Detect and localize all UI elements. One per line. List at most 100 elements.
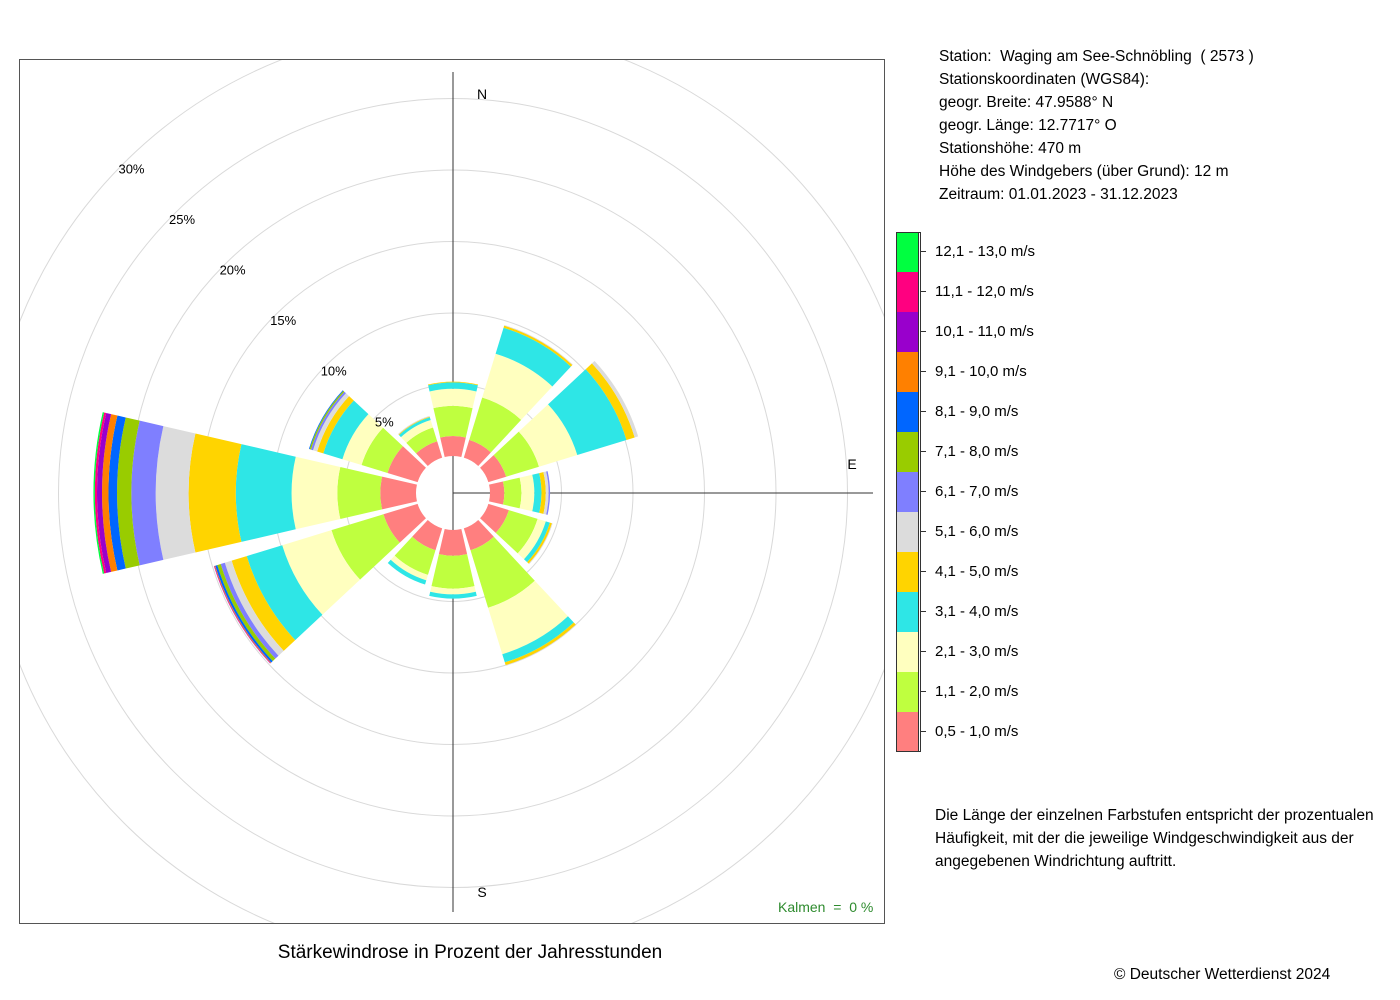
legend-tick	[920, 651, 926, 652]
ring-labels: 5% 10% 15% 20% 25% 30%	[118, 161, 394, 429]
sector-150-band-5	[504, 622, 576, 666]
sector-270-band-8	[117, 417, 140, 569]
sector-270-band-7	[131, 420, 164, 566]
legend-label: 5,1 - 6,0 m/s	[935, 523, 1019, 540]
sector-240-band-1	[383, 503, 426, 543]
legend-swatch	[896, 392, 919, 432]
sector-330-band-2	[406, 427, 438, 454]
sector-0-band-4	[428, 382, 478, 392]
sector-240-band-7	[220, 562, 279, 659]
legend-item-1: 0,5 - 1,0 m/s	[896, 712, 1296, 752]
sector-270-band-5	[188, 433, 242, 553]
sector-0-band-2	[433, 405, 473, 438]
legend-item-13: 12,1 - 13,0 m/s	[896, 232, 1296, 272]
sector-30	[463, 324, 573, 466]
sector-270-band-4	[235, 444, 296, 542]
sector-90-band-4	[532, 473, 542, 513]
compass-label-s: S	[477, 884, 486, 900]
sector-300-band-4	[323, 400, 369, 460]
sector-30-band-2	[469, 397, 522, 453]
legend-tick	[920, 451, 926, 452]
legend-label: 6,1 - 7,0 m/s	[935, 483, 1019, 500]
legend-tick	[920, 411, 926, 412]
sector-120-band-3	[517, 518, 546, 560]
sector-210-band-3	[390, 555, 428, 581]
sector-270-band-11	[97, 412, 112, 574]
sector-210-band-4	[387, 559, 427, 585]
sector-330-band-3	[400, 420, 433, 443]
sector-120-band-1	[480, 503, 509, 533]
sector-60	[480, 360, 639, 483]
station-elevation: Stationshöhe: 470 m	[939, 140, 1082, 157]
legend-tick	[920, 571, 926, 572]
legend-swatch	[896, 512, 919, 552]
sector-270-band-12	[94, 412, 107, 574]
sector-240-band-6	[224, 560, 284, 656]
legend-item-11: 10,1 - 11,0 m/s	[896, 312, 1296, 352]
sector-270-band-9	[108, 415, 126, 571]
sector-330-band-4	[399, 417, 431, 438]
legend-item-3: 2,1 - 3,0 m/s	[896, 632, 1296, 672]
legend-item-5: 4,1 - 5,0 m/s	[896, 552, 1296, 592]
sector-270	[93, 412, 417, 574]
sector-120-band-4	[523, 521, 550, 563]
legend-label: 7,1 - 8,0 m/s	[935, 443, 1019, 460]
ring-label-15: 15%	[270, 313, 296, 328]
legend-item-2: 1,1 - 2,0 m/s	[896, 672, 1296, 712]
sector-120	[480, 503, 553, 565]
legend-label: 0,5 - 1,0 m/s	[935, 723, 1019, 740]
sector-270-band-10	[102, 414, 118, 572]
ring-label-30: 30%	[118, 161, 144, 176]
legend-swatch	[896, 432, 919, 472]
compass-label-n: N	[477, 86, 487, 102]
ring-label-25: 25%	[169, 212, 195, 227]
calm-readout: Kalmen = 0 %	[778, 899, 874, 915]
sector-150	[463, 520, 577, 666]
legend-label: 2,1 - 3,0 m/s	[935, 643, 1019, 660]
station-latitude: geogr. Breite: 47.9588° N	[939, 94, 1114, 111]
legend-item-8: 7,1 - 8,0 m/s	[896, 432, 1296, 472]
sector-0-band-3	[429, 388, 477, 409]
legend-swatch	[896, 272, 919, 312]
sector-90-band-3	[519, 474, 535, 512]
station-info: Station: Waging am See-Schnöbling ( 2573…	[939, 45, 1254, 206]
legend-swatch	[896, 712, 919, 752]
legend-swatch	[896, 632, 919, 672]
sector-240	[213, 503, 426, 664]
legend-label: 1,1 - 2,0 m/s	[935, 683, 1019, 700]
anemometer-height: Höhe des Windgebers (über Grund): 12 m	[939, 163, 1229, 180]
sector-120-band-2	[495, 510, 538, 554]
legend-label: 11,1 - 12,0 m/s	[935, 283, 1034, 300]
legend-swatch	[896, 672, 919, 712]
legend-tick	[920, 371, 926, 372]
sector-180-band-3	[430, 586, 476, 595]
legend-tick	[920, 251, 926, 252]
legend-swatch	[896, 232, 919, 272]
sector-30-band-4	[495, 327, 571, 387]
legend-tick	[920, 531, 926, 532]
copyright: © Deutscher Wetterdienst 2024	[1114, 966, 1331, 983]
legend-label: 3,1 - 4,0 m/s	[935, 603, 1019, 620]
sector-0	[427, 381, 479, 457]
station-longitude: geogr. Länge: 12.7717° O	[939, 117, 1117, 134]
legend-swatch	[896, 472, 919, 512]
legend-swatch	[896, 552, 919, 592]
sector-30-band-5	[503, 325, 573, 367]
sector-30-band-3	[482, 353, 553, 420]
sector-240-band-8	[217, 564, 276, 662]
sector-180-band-1	[438, 529, 468, 556]
sector-240-band-2	[331, 514, 400, 580]
sector-90-band-2	[502, 477, 522, 509]
legend-item-6: 5,1 - 6,0 m/s	[896, 512, 1296, 552]
compass-label-e: E	[847, 456, 856, 472]
sector-60-band-2	[493, 431, 539, 477]
legend-label: 8,1 - 9,0 m/s	[935, 403, 1019, 420]
sector-300	[308, 390, 426, 483]
sector-270-band-6	[155, 426, 196, 560]
sector-180-band-4	[429, 591, 477, 599]
sector-210-band-2	[394, 536, 436, 575]
legend-item-4: 3,1 - 4,0 m/s	[896, 592, 1296, 632]
sector-330	[398, 415, 443, 466]
sector-60-band-3	[518, 404, 578, 467]
sector-270-band-3	[291, 456, 341, 530]
